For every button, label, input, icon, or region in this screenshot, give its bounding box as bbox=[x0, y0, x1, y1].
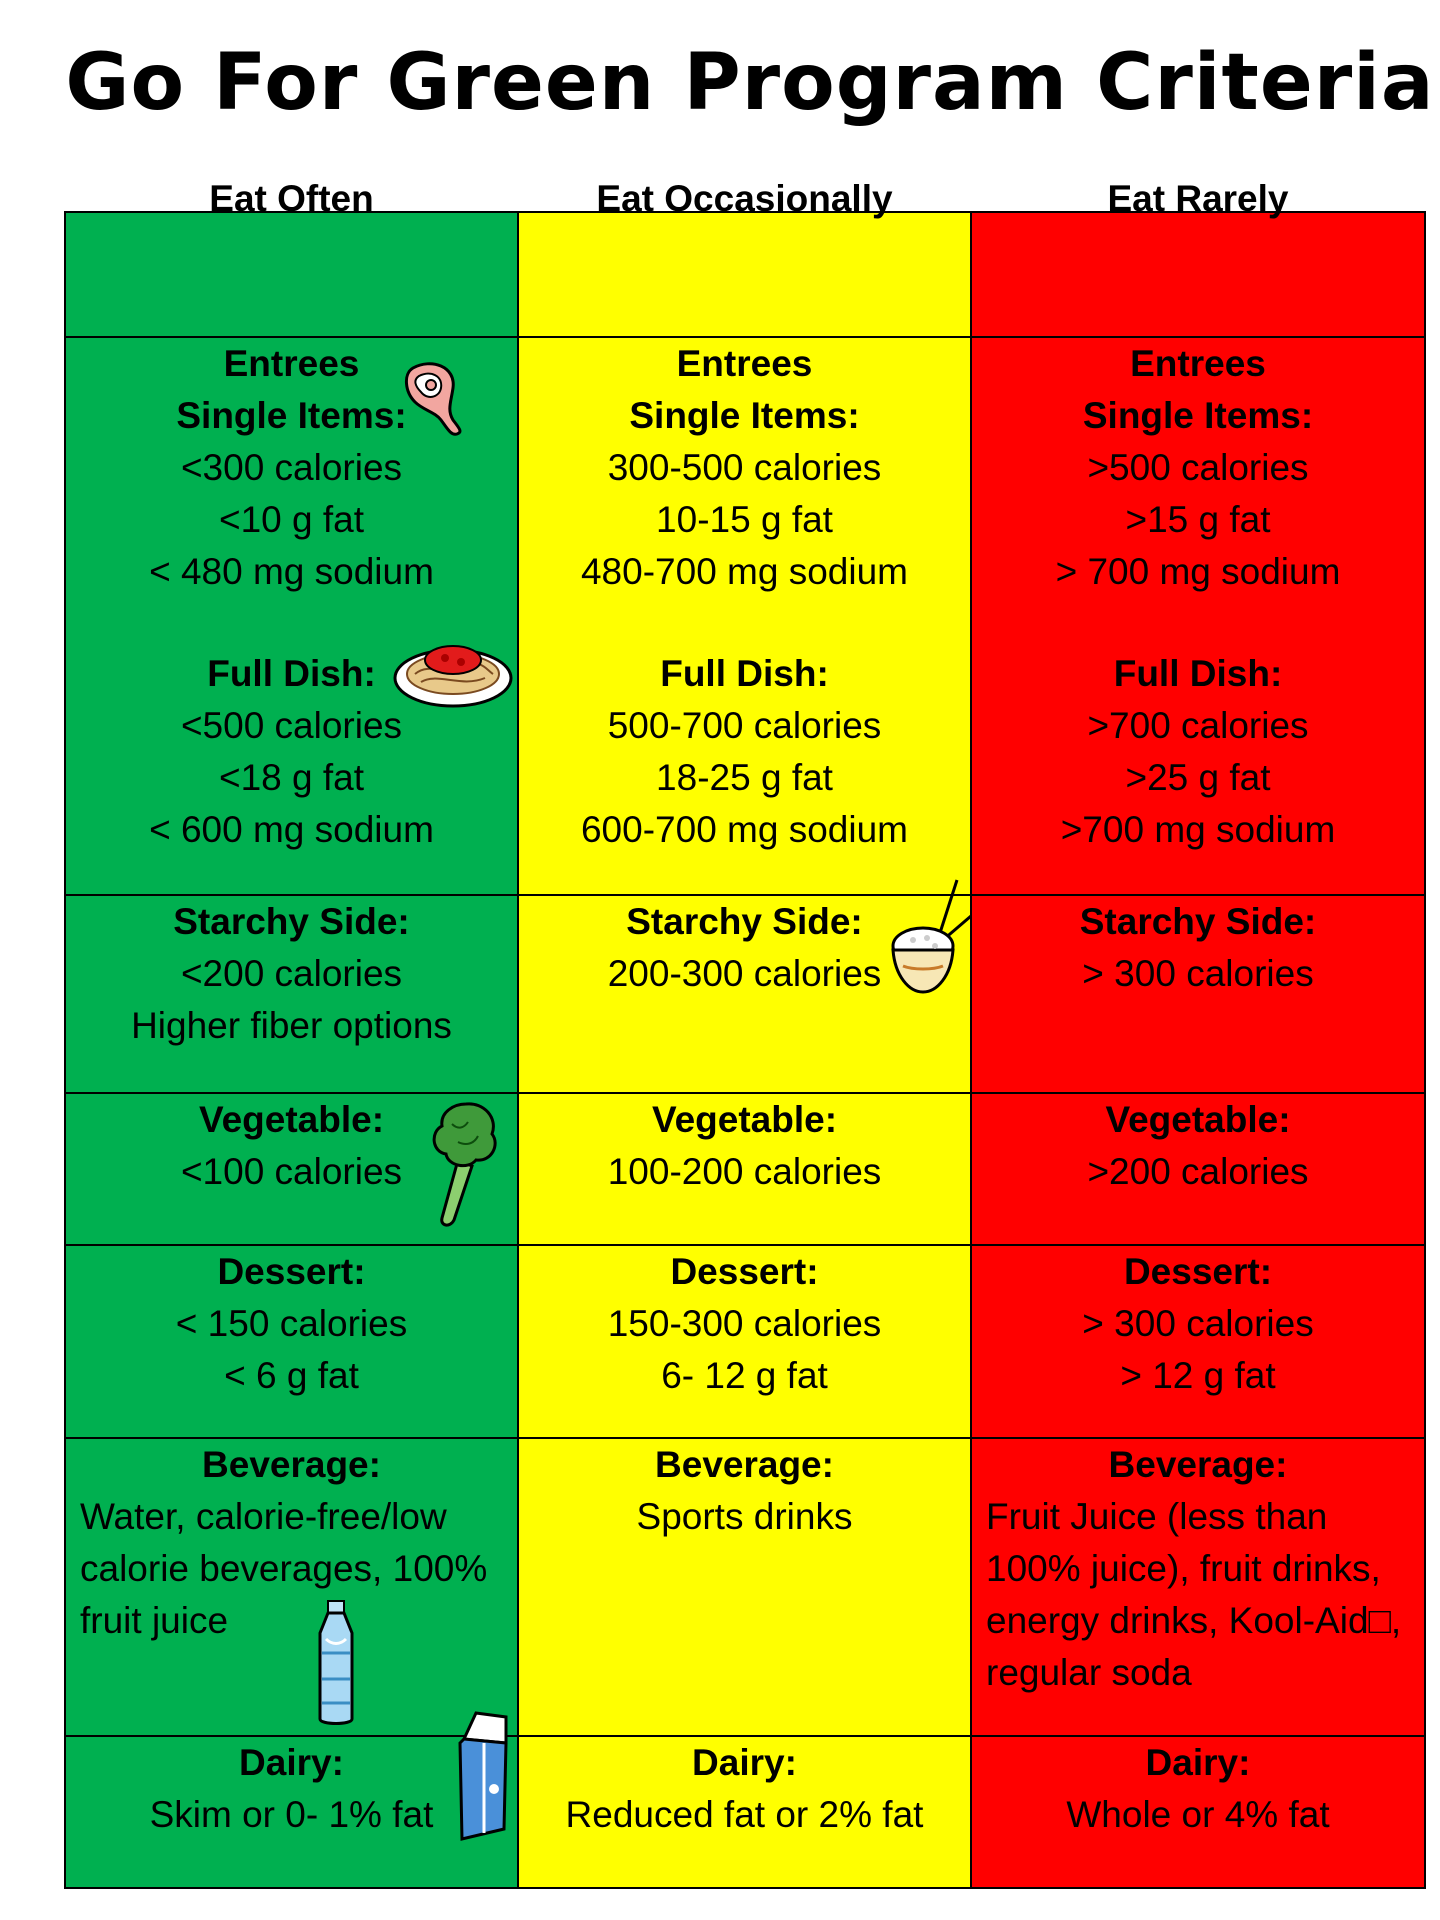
dairy-often-cell: Dairy: Skim or 0- 1% fat bbox=[64, 1711, 519, 1889]
value-text: >200 calories bbox=[1087, 1151, 1309, 1192]
dairy-row: Dairy: Skim or 0- 1% fat Dairy: Reduced … bbox=[64, 1711, 1426, 1889]
single-items-label: Single Items: bbox=[1082, 395, 1314, 436]
dessert-row: Dessert: < 150 calories < 6 g fat Desser… bbox=[64, 1244, 1426, 1439]
value-text: <500 calories bbox=[180, 705, 403, 746]
header-eat-rarely: Eat Rarely bbox=[970, 178, 1426, 338]
value-text: Skim or 0- 1% fat bbox=[149, 1794, 434, 1835]
beverage-often-cell: Beverage: Water, calorie-free/low calori… bbox=[64, 1437, 519, 1737]
value-text: <200 calories bbox=[180, 953, 403, 994]
value-text: < 150 calories bbox=[175, 1303, 408, 1344]
dessert-label: Dessert: bbox=[217, 1251, 366, 1292]
full-dish-label: Full Dish: bbox=[207, 653, 376, 694]
value-text: Sports drinks bbox=[636, 1496, 853, 1537]
value-text: 150-300 calories bbox=[607, 1303, 882, 1344]
starchy-label: Starchy Side: bbox=[626, 901, 863, 942]
vegetable-often-cell: Vegetable: <100 calories bbox=[64, 1092, 519, 1246]
value-text: < 6 g fat bbox=[224, 1355, 359, 1396]
dairy-rarely-cell: Dairy: Whole or 4% fat bbox=[970, 1735, 1426, 1889]
entrees-row: Entrees Single Items: <300 calories <10 … bbox=[64, 336, 1426, 896]
starchy-row: Starchy Side: <200 calories Higher fiber… bbox=[64, 879, 1426, 1094]
value-text: > 12 g fat bbox=[1120, 1355, 1276, 1396]
header-eat-often: Eat Often bbox=[64, 178, 519, 338]
value-text: < 600 mg sodium bbox=[149, 809, 434, 850]
value-text: 500-700 calories bbox=[607, 705, 882, 746]
milk-carton-icon bbox=[458, 1711, 508, 1841]
value-text: 18-25 g fat bbox=[656, 757, 833, 798]
value-text: <18 g fat bbox=[218, 757, 365, 798]
full-dish-label: Full Dish: bbox=[660, 653, 829, 694]
beverage-label: Beverage: bbox=[202, 1444, 381, 1485]
beverage-row: Beverage: Water, calorie-free/low calori… bbox=[64, 1437, 1426, 1737]
spaghetti-icon bbox=[393, 645, 513, 708]
value-text: >25 g fat bbox=[1125, 757, 1271, 798]
beverage-label: Beverage: bbox=[1108, 1444, 1288, 1485]
header-row: Eat Often Eat Occasionally Eat Rarely bbox=[64, 178, 1426, 338]
value-text: Higher fiber options bbox=[131, 1005, 452, 1046]
entrees-occasionally-cell: Entrees Single Items: 300-500 calories 1… bbox=[517, 336, 972, 896]
value-text: 6- 12 g fat bbox=[661, 1355, 828, 1396]
value-text: Whole or 4% fat bbox=[1066, 1794, 1330, 1835]
water-bottle-icon bbox=[318, 1600, 354, 1725]
starchy-label: Starchy Side: bbox=[173, 901, 410, 942]
value-text: < 480 mg sodium bbox=[149, 551, 434, 592]
vegetable-label: Vegetable: bbox=[651, 1099, 838, 1140]
value-text: >700 mg sodium bbox=[1060, 809, 1336, 850]
dessert-label: Dessert: bbox=[670, 1251, 819, 1292]
value-text: 100-200 calories bbox=[607, 1151, 882, 1192]
header-eat-occasionally: Eat Occasionally bbox=[517, 178, 972, 338]
vegetable-row: Vegetable: <100 calories Vegetable: 100-… bbox=[64, 1092, 1426, 1246]
beverage-rarely-cell: Beverage: Fruit Juice (less than 100% ju… bbox=[970, 1437, 1426, 1737]
entrees-rarely-cell: Entrees Single Items: >500 calories >15 … bbox=[970, 336, 1426, 896]
single-items-label: Single Items: bbox=[176, 395, 407, 436]
dessert-often-cell: Dessert: < 150 calories < 6 g fat bbox=[64, 1244, 519, 1439]
dairy-label: Dairy: bbox=[239, 1742, 344, 1783]
beverage-occasionally-cell: Beverage: Sports drinks bbox=[517, 1437, 972, 1737]
vegetable-label: Vegetable: bbox=[1105, 1099, 1291, 1140]
single-items-label: Single Items: bbox=[629, 395, 860, 436]
beverage-rarely-text: Fruit Juice (less than 100% juice), frui… bbox=[986, 1496, 1402, 1693]
value-text: 600-700 mg sodium bbox=[580, 809, 909, 850]
value-text: <100 calories bbox=[180, 1151, 403, 1192]
full-dish-label: Full Dish: bbox=[1113, 653, 1283, 694]
starchy-often-cell: Starchy Side: <200 calories Higher fiber… bbox=[64, 894, 519, 1094]
value-text: >500 calories bbox=[1087, 447, 1309, 488]
page-title: Go For Green Program Criteria bbox=[65, 38, 1435, 128]
value-text: > 700 mg sodium bbox=[1055, 551, 1341, 592]
value-text: 200-300 calories bbox=[607, 953, 882, 994]
starchy-occasionally-cell: Starchy Side: 200-300 calories bbox=[517, 879, 986, 1094]
dessert-label: Dessert: bbox=[1123, 1251, 1273, 1292]
value-text: > 300 calories bbox=[1082, 953, 1314, 994]
vegetable-label: Vegetable: bbox=[198, 1099, 385, 1140]
beverage-often-text: Water, calorie-free/low calorie beverage… bbox=[80, 1496, 488, 1641]
value-text: <10 g fat bbox=[218, 499, 365, 540]
value-text: 300-500 calories bbox=[607, 447, 882, 488]
value-text: > 300 calories bbox=[1082, 1303, 1314, 1344]
value-text: >700 calories bbox=[1087, 705, 1309, 746]
dairy-occasionally-cell: Dairy: Reduced fat or 2% fat bbox=[517, 1735, 972, 1889]
value-text: 480-700 mg sodium bbox=[580, 551, 909, 592]
vegetable-occasionally-cell: Vegetable: 100-200 calories bbox=[517, 1092, 972, 1246]
rice-bowl-icon bbox=[891, 879, 986, 994]
starchy-rarely-cell: Starchy Side: > 300 calories bbox=[970, 894, 1426, 1094]
dairy-label: Dairy: bbox=[1145, 1742, 1251, 1783]
value-text: <300 calories bbox=[180, 447, 403, 488]
entrees-label: Entrees bbox=[223, 343, 360, 384]
value-text: Reduced fat or 2% fat bbox=[565, 1794, 924, 1835]
vegetable-rarely-cell: Vegetable: >200 calories bbox=[970, 1092, 1426, 1246]
entrees-often-cell: Entrees Single Items: <300 calories <10 … bbox=[64, 336, 519, 896]
dessert-rarely-cell: Dessert: > 300 calories > 12 g fat bbox=[970, 1244, 1426, 1439]
beverage-label: Beverage: bbox=[655, 1444, 834, 1485]
broccoli-icon bbox=[432, 1102, 497, 1227]
dairy-label: Dairy: bbox=[692, 1742, 797, 1783]
entrees-label: Entrees bbox=[676, 343, 813, 384]
value-text: 10-15 g fat bbox=[656, 499, 833, 540]
meat-icon bbox=[405, 362, 462, 436]
entrees-label: Entrees bbox=[1130, 343, 1266, 384]
criteria-table: Eat Often Eat Occasionally Eat Rarely En… bbox=[64, 178, 1426, 1889]
starchy-label: Starchy Side: bbox=[1079, 901, 1317, 942]
dessert-occasionally-cell: Dessert: 150-300 calories 6- 12 g fat bbox=[517, 1244, 972, 1439]
value-text: >15 g fat bbox=[1125, 499, 1271, 540]
